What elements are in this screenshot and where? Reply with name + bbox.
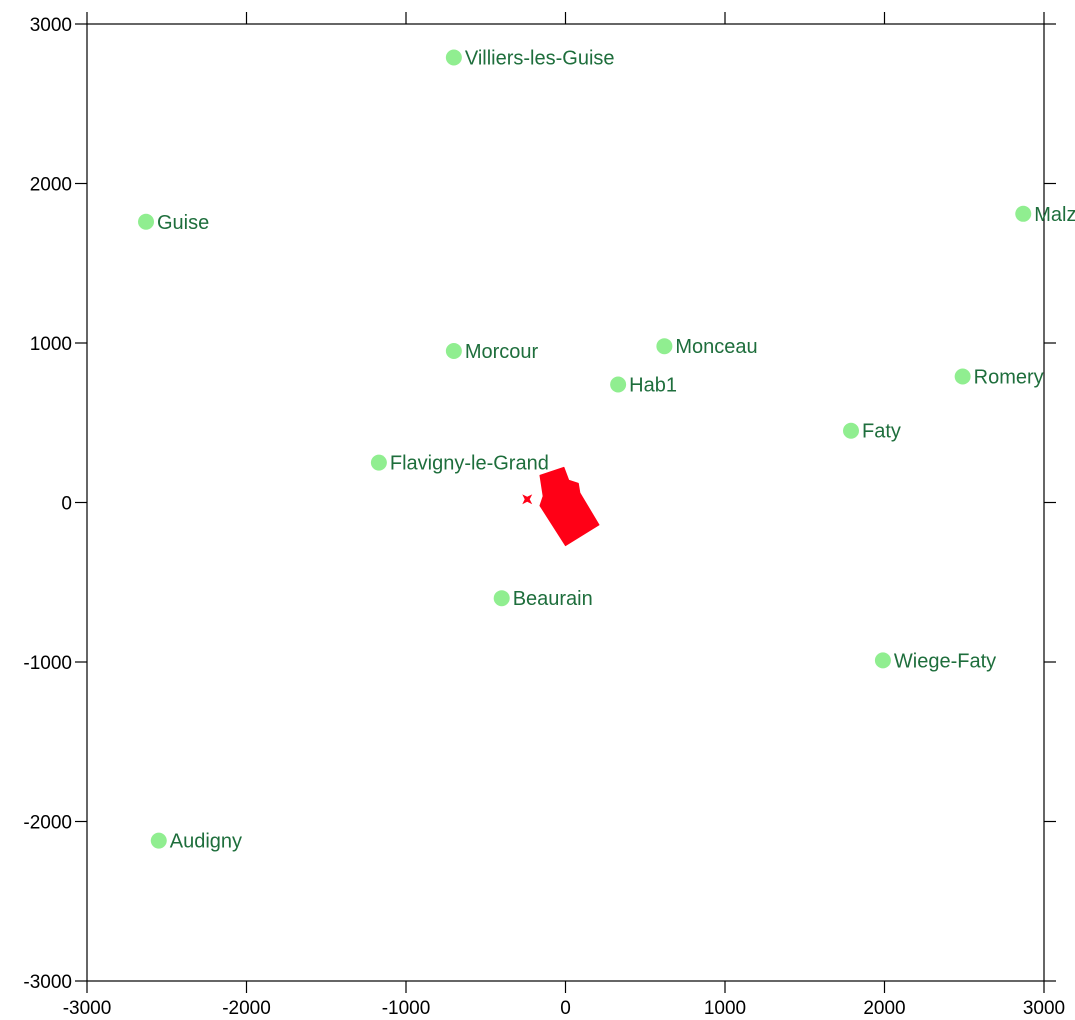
axis-ticks <box>75 12 1056 993</box>
point-marker <box>370 454 387 471</box>
point-label: Beaurain <box>513 588 593 610</box>
x-tick-label: 1000 <box>704 998 746 1019</box>
y-tick-label: -2000 <box>23 813 72 834</box>
source-polygon <box>539 466 600 547</box>
x-tick-label: -1000 <box>382 998 431 1019</box>
y-tick-label: -3000 <box>23 972 72 993</box>
point-label: Morcour <box>465 341 539 363</box>
point-label: Flavigny-le-Grand <box>390 453 549 475</box>
x-tick-label: 2000 <box>863 998 905 1019</box>
x-tick-label: 0 <box>560 998 571 1019</box>
point-marker <box>610 376 627 393</box>
point-marker <box>656 338 673 355</box>
point-marker <box>445 49 462 66</box>
point-label: Guise <box>157 212 209 234</box>
point-marker <box>493 590 510 607</box>
point-marker <box>874 652 891 669</box>
y-tick-label: 1000 <box>30 334 72 355</box>
point-marker <box>1015 205 1032 222</box>
point-label: Malz <box>1034 204 1075 226</box>
y-tick-label: 3000 <box>30 15 72 36</box>
x-tick-label: -3000 <box>63 998 112 1019</box>
x-tick-label: 3000 <box>1023 998 1065 1019</box>
y-tick-label: 2000 <box>30 175 72 196</box>
axis-tick-labels: -3000 -2000 -1000 0 1000 2000 3000 -3000 -2000 -1… <box>23 15 1065 1019</box>
data-points: Villiers-les-Guise Guise Malz Morcour Moncea… <box>138 47 1075 853</box>
y-tick-label: 0 <box>61 494 72 515</box>
source-area <box>522 466 600 547</box>
point-marker <box>150 832 167 849</box>
point-label: Audigny <box>170 831 242 853</box>
point-label: Hab1 <box>629 374 677 396</box>
point-marker <box>445 342 462 359</box>
point-label: Faty <box>862 421 901 443</box>
point-label: Wiege-Faty <box>894 650 996 672</box>
point-label: Romery <box>974 366 1044 388</box>
point-marker <box>138 213 155 230</box>
x-tick-label: -2000 <box>222 998 271 1019</box>
point-label: Monceau <box>675 336 757 358</box>
source-star-marker <box>522 494 533 505</box>
point-marker <box>843 422 860 439</box>
point-marker <box>954 368 971 385</box>
y-tick-label: -1000 <box>23 653 72 674</box>
point-label: Villiers-les-Guise <box>465 47 615 69</box>
